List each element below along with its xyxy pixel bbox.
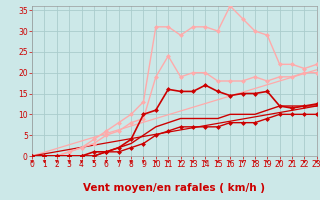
X-axis label: Vent moyen/en rafales ( km/h ): Vent moyen/en rafales ( km/h ) [84,183,265,193]
